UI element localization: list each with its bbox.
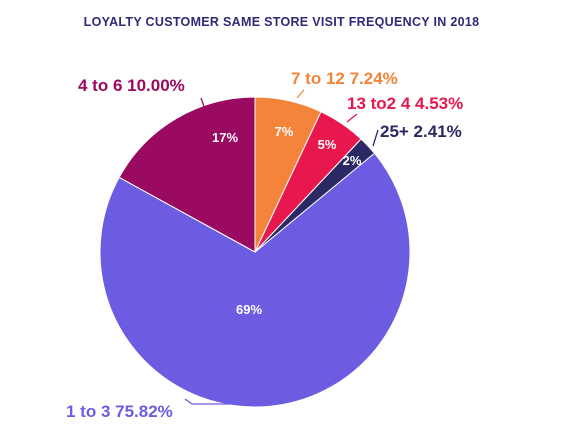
pie-slice-one-to-three (99, 152, 411, 408)
percent-label-twentyfive-plus: 2% (343, 153, 362, 168)
leader-line-thirteen-to-twentyfour (346, 113, 358, 123)
slice-label-twentyfive-plus: 25+ 2.41% (380, 122, 462, 141)
slice-labels: 1 to 3 75.82% 4 to 6 10.00% 7 to 12 7.24% 1… (66, 69, 463, 421)
slice-label-seven-to-twelve: 7 to 12 7.24% (291, 69, 398, 88)
leader-line-twentyfive-plus (372, 129, 379, 147)
slice-label-four-to-six: 4 to 6 10.00% (78, 76, 185, 95)
percent-label-one-to-three: 69% (236, 302, 262, 317)
pie-slices (99, 96, 411, 408)
chart-title: LOYALTY CUSTOMER SAME STORE VISIT FREQUE… (83, 15, 480, 29)
slice-label-thirteen-to-twentyfour: 13 to2 4 4.53% (347, 94, 463, 113)
leader-line-four-to-six (200, 97, 211, 125)
pie-slice-twentyfive-plus (254, 138, 376, 253)
percent-labels: 69% 17% 7% 5% 2% (212, 124, 362, 317)
percent-label-thirteen-to-twentyfour: 5% (318, 137, 337, 152)
slice-label-one-to-three: 1 to 3 75.82% (66, 402, 173, 421)
pie-slice-four-to-six (118, 96, 256, 253)
leader-line-seven-to-twelve (296, 89, 305, 99)
percent-label-four-to-six: 17% (212, 130, 238, 145)
leader-line-one-to-three (184, 398, 232, 405)
percent-label-seven-to-twelve: 7% (275, 124, 294, 139)
leader-lines (184, 89, 379, 405)
